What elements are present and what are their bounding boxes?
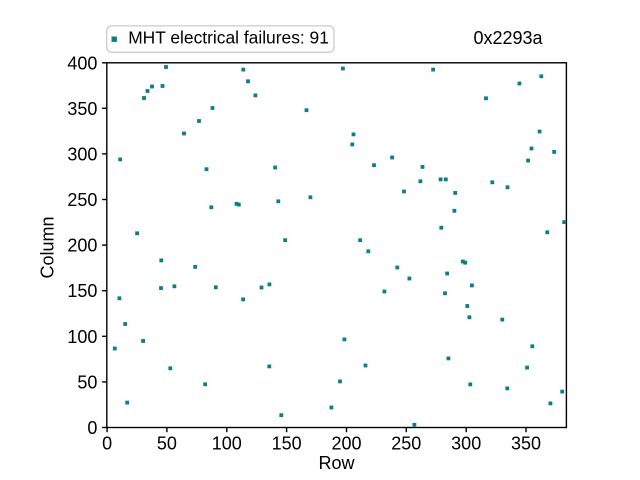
svg-text:400: 400: [67, 53, 97, 73]
svg-text:50: 50: [157, 433, 177, 453]
svg-text:250: 250: [67, 190, 97, 210]
svg-text:Column: Column: [38, 216, 58, 278]
svg-text:MHT electrical failures: 91: MHT electrical failures: 91: [128, 27, 329, 47]
svg-text:300: 300: [67, 144, 97, 164]
svg-text:250: 250: [391, 433, 421, 453]
svg-text:350: 350: [511, 433, 541, 453]
svg-text:0: 0: [102, 433, 112, 453]
svg-text:350: 350: [67, 99, 97, 119]
svg-text:100: 100: [67, 327, 97, 347]
svg-text:150: 150: [272, 433, 302, 453]
svg-text:Row: Row: [318, 453, 355, 473]
svg-text:0: 0: [87, 418, 97, 438]
svg-text:0x2293a: 0x2293a: [473, 28, 543, 48]
svg-text:150: 150: [67, 281, 97, 301]
svg-text:50: 50: [77, 372, 97, 392]
svg-text:100: 100: [212, 433, 242, 453]
svg-text:200: 200: [67, 236, 97, 256]
svg-text:200: 200: [331, 433, 361, 453]
svg-text:300: 300: [451, 433, 481, 453]
